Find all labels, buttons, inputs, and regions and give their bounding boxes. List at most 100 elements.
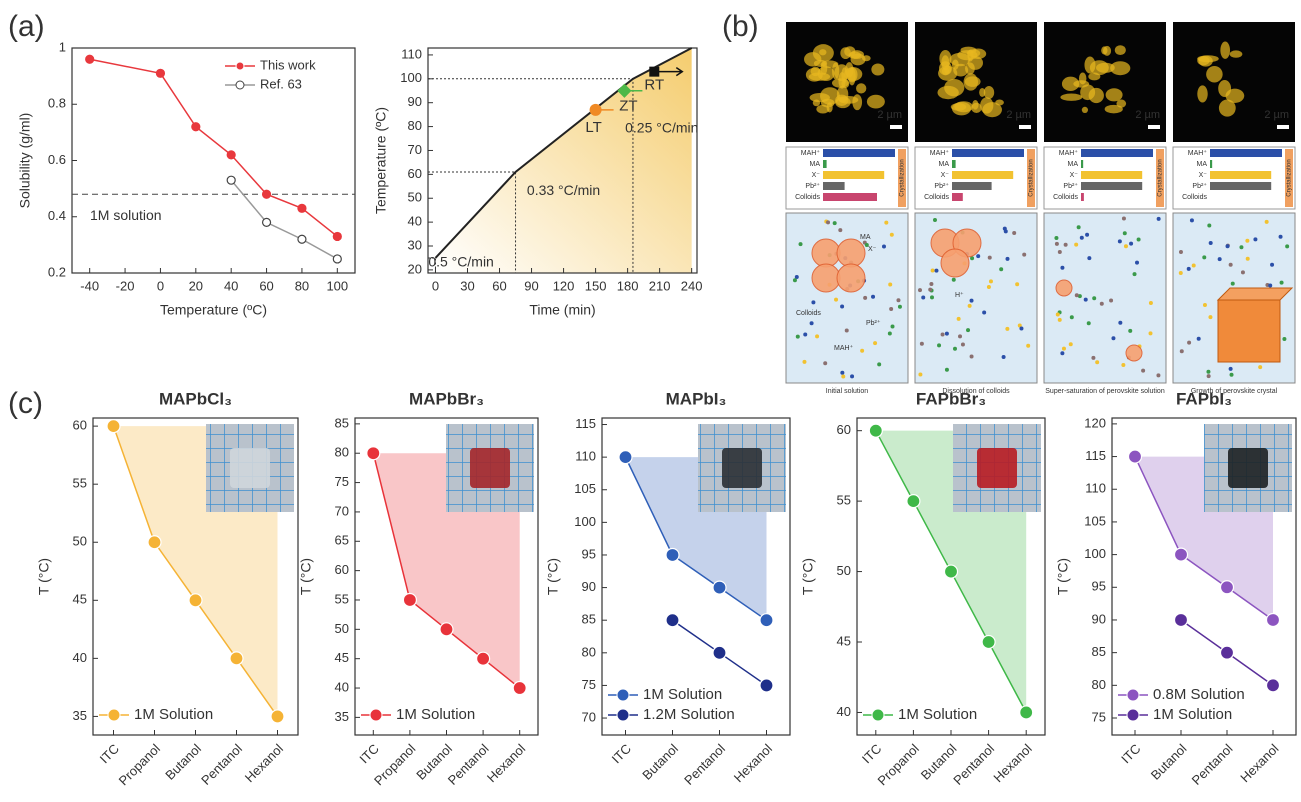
legend-marker — [871, 708, 885, 722]
blob — [1089, 60, 1109, 76]
y-tick-label: 105 — [1084, 513, 1106, 528]
ion — [890, 324, 895, 329]
x-tick-label: 0 — [432, 278, 439, 293]
ion — [1279, 280, 1284, 285]
data-point — [943, 564, 959, 579]
ion — [1121, 363, 1126, 368]
plot-frame — [601, 417, 791, 736]
y-tick-label: 40 — [837, 704, 851, 719]
x-tick-label: -40 — [80, 278, 99, 293]
stage-panel: (b) 2 µm Crystallization MAH⁺ MA X⁻ Pb²⁺ Colloi… — [722, 10, 909, 395]
data-point — [297, 234, 307, 244]
caption: Super-saturation of perovskite solution — [1045, 388, 1165, 395]
x-tick-label: ITC — [356, 741, 381, 766]
data-point — [1019, 705, 1034, 720]
x-tick-label: 90 — [524, 278, 538, 293]
legend-marker — [616, 688, 630, 702]
ion — [1086, 321, 1091, 326]
blob — [848, 51, 861, 59]
colloid — [940, 248, 970, 278]
y-tick-label: 60 — [335, 562, 349, 577]
ion — [1148, 331, 1153, 336]
ion — [1111, 336, 1116, 341]
blob — [1060, 93, 1083, 101]
ion — [918, 288, 923, 293]
ion — [940, 332, 945, 337]
data-point — [155, 68, 166, 78]
ion — [1141, 368, 1146, 373]
ion — [1012, 231, 1017, 236]
data-point — [191, 122, 201, 132]
ion — [850, 374, 855, 379]
ion — [1132, 272, 1137, 277]
bar — [952, 171, 1014, 179]
data-point — [1265, 612, 1281, 628]
crystal — [977, 448, 1017, 488]
ion — [960, 342, 965, 347]
bar-label: Pb²⁺ — [1063, 182, 1078, 190]
y-tick-label: 115 — [1085, 448, 1106, 463]
data-point — [868, 423, 883, 438]
schematic-label: MAH⁺ — [834, 344, 854, 352]
ion — [863, 295, 868, 300]
y-tick-label: 100 — [574, 514, 596, 529]
ion — [1061, 346, 1066, 351]
y-tick-label: 105 — [574, 481, 596, 496]
ion — [1156, 373, 1161, 378]
x-tick-label: 0 — [157, 278, 164, 293]
chart-title: FAPbI₃ — [1176, 389, 1232, 408]
bar-label: MA — [939, 161, 950, 168]
ion — [932, 218, 937, 223]
legend-label: Ref. 63 — [260, 76, 302, 91]
blob — [1114, 45, 1126, 55]
ion — [970, 256, 975, 261]
chart: 70 75 80 85 90 95 100 105 110 115 ITC Butanol Pentan… — [545, 389, 791, 788]
ion — [1128, 328, 1133, 333]
bar — [952, 193, 963, 201]
ion — [1118, 320, 1123, 325]
ion — [1092, 296, 1097, 301]
blob — [1220, 41, 1231, 59]
tag-strip — [1156, 149, 1164, 207]
blob — [1225, 88, 1245, 103]
reference-label: 1M solution — [90, 207, 162, 223]
ion — [930, 268, 935, 273]
blob — [983, 85, 995, 99]
chart: 75 80 85 90 95 100 105 110 115 120 ITC Butanol Penta… — [1055, 389, 1297, 788]
ion — [840, 304, 845, 309]
y-tick-label: 80 — [408, 118, 422, 133]
blob — [1229, 50, 1243, 58]
blob — [1110, 61, 1131, 76]
blob — [982, 102, 1002, 118]
bar — [823, 160, 827, 168]
ion — [951, 277, 956, 282]
ion — [1077, 294, 1082, 299]
y-tick-label: 110 — [1085, 481, 1106, 496]
ion — [1189, 218, 1194, 223]
y-tick-label: 35 — [73, 708, 87, 723]
tag-label: Crystallization — [1158, 159, 1164, 196]
y-tick-label: 30 — [408, 237, 422, 252]
data-point — [981, 634, 996, 650]
chart: 3540455055606570758085ITCPropanolButanol… — [298, 389, 539, 788]
blob — [1218, 99, 1236, 117]
data-point — [618, 450, 633, 465]
y-tick-label: 0.2 — [48, 264, 66, 279]
data-point — [229, 651, 244, 666]
marker-label: LT — [585, 119, 601, 136]
blob — [970, 48, 987, 60]
y-tick-label: 20 — [408, 261, 422, 276]
ion — [1122, 231, 1127, 236]
ion — [1129, 241, 1134, 246]
ion — [1085, 232, 1090, 237]
blob — [809, 93, 830, 103]
ion — [969, 298, 974, 303]
bar-label: MAH⁺ — [1188, 149, 1208, 157]
blob — [862, 55, 871, 62]
bar — [952, 182, 992, 190]
caption: Growth of perovskite crystal — [1191, 388, 1278, 395]
bar — [1210, 171, 1272, 179]
ion — [864, 242, 869, 247]
blob — [1080, 84, 1096, 101]
crystal-top — [1216, 287, 1294, 301]
